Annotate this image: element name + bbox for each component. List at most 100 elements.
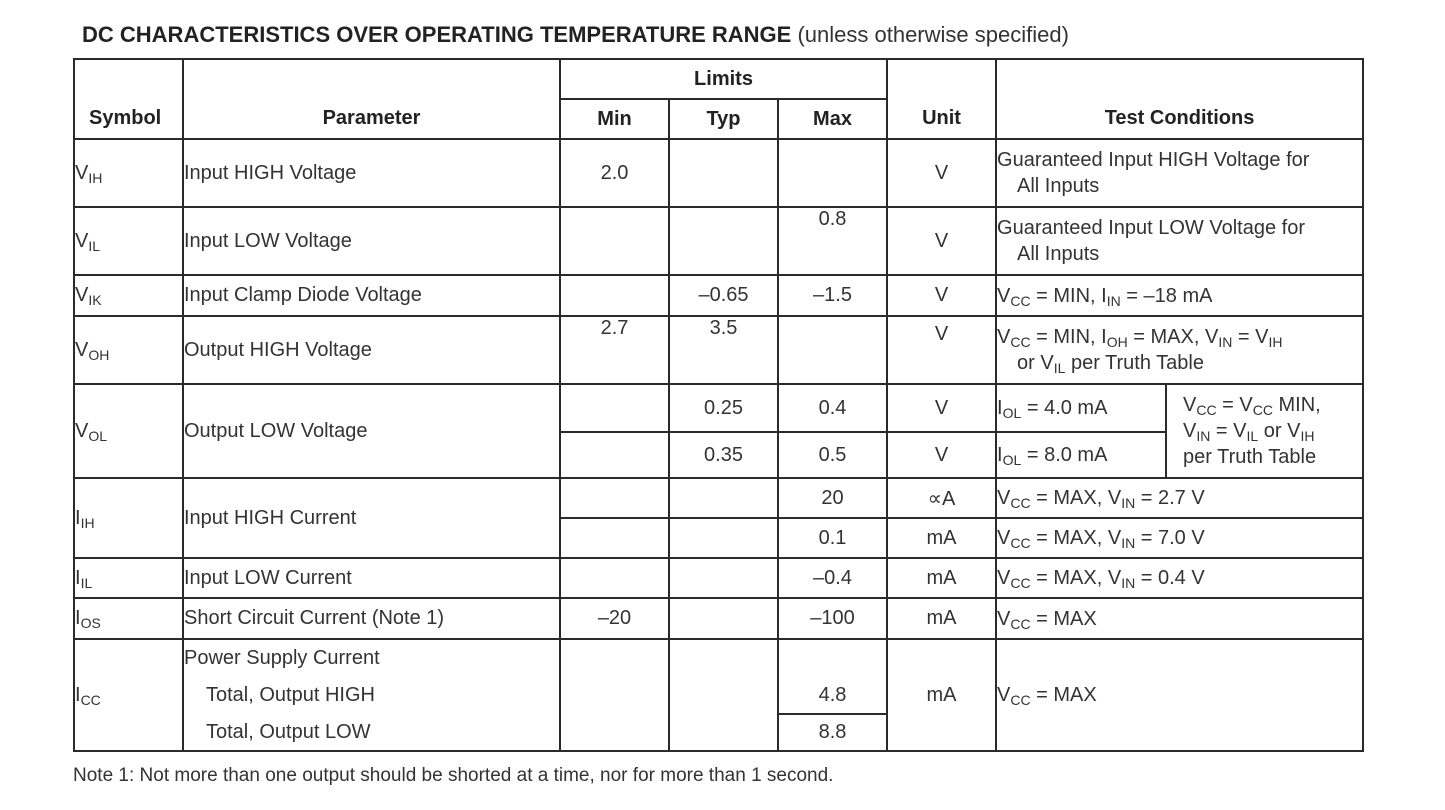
typ-cell bbox=[668, 557, 779, 599]
min-cell bbox=[559, 638, 670, 714]
min-cell bbox=[559, 477, 670, 519]
min-cell bbox=[559, 557, 670, 599]
symbol-cell: VOL bbox=[73, 383, 184, 479]
header-row-bottom: Min Typ Max bbox=[74, 98, 1363, 140]
title-sub: (unless otherwise specified) bbox=[797, 22, 1069, 47]
parameter-cell: Input HIGH Current bbox=[182, 477, 561, 559]
max-cell: –0.4 bbox=[776, 557, 889, 599]
typ-cell bbox=[668, 597, 779, 640]
symbol-cell: VIH bbox=[73, 138, 184, 208]
table-row: ICC Power Supply Current 4.8 mA VCC = MA… bbox=[73, 638, 1365, 752]
typ-cell: –0.65 bbox=[668, 274, 779, 317]
title-main: DC CHARACTERISTICS OVER OPERATING TEMPER… bbox=[82, 22, 792, 47]
min-cell bbox=[559, 431, 670, 479]
unit-cell: mA bbox=[886, 638, 998, 752]
header-row-top: Symbol Parameter Limits Unit Test Condit… bbox=[73, 58, 1365, 140]
unit-cell: V bbox=[886, 206, 998, 276]
unit-cell: mA bbox=[886, 557, 998, 599]
header-min: Min bbox=[559, 98, 670, 140]
min-cell: 2.0 bbox=[559, 138, 670, 208]
table-row: VIH Input HIGH Voltage 2.0 V Guaranteed … bbox=[73, 138, 1365, 208]
test-condition-cell: IOL = 4.0 mA bbox=[995, 383, 1168, 433]
header-test-conditions: Test Conditions bbox=[995, 58, 1365, 140]
parameter-subcell: Total, Output LOW bbox=[182, 714, 561, 752]
table-row: IIL Input LOW Current –0.4 mA VCC = MAX,… bbox=[73, 557, 1365, 599]
min-cell: 2.7 bbox=[559, 315, 670, 385]
min-cell bbox=[559, 206, 670, 276]
table-row: IIH Input HIGH Current 20 ∝A VCC = MAX, … bbox=[73, 477, 1365, 559]
header-unit: Unit bbox=[886, 58, 998, 140]
parameter-cell: Input LOW Voltage bbox=[182, 206, 561, 276]
parameter-subcell: Total, Output HIGH bbox=[182, 676, 561, 714]
typ-cell bbox=[668, 714, 779, 752]
unit-cell: V bbox=[886, 274, 998, 317]
typ-cell bbox=[668, 206, 779, 276]
parameter-cell: Power Supply Current bbox=[182, 638, 561, 676]
typ-cell: 0.25 bbox=[668, 383, 779, 433]
min-cell: –20 bbox=[559, 597, 670, 640]
header-limits: Limits bbox=[558, 58, 889, 100]
dc-characteristics-table: Symbol Parameter Limits Unit Test Condit… bbox=[73, 58, 1365, 752]
test-condition-cell: VCC = MAX, VIN = 0.4 V bbox=[995, 557, 1365, 599]
header-parameter: Parameter bbox=[182, 58, 561, 140]
parameter-cell: Output HIGH Voltage bbox=[182, 315, 561, 385]
typ-cell: 3.5 bbox=[668, 315, 779, 385]
min-cell bbox=[559, 517, 670, 559]
typ-cell: 0.35 bbox=[668, 431, 779, 479]
min-cell bbox=[559, 714, 670, 752]
test-condition-cell: VCC = MAX bbox=[995, 597, 1365, 640]
min-cell bbox=[559, 383, 670, 433]
unit-cell: V bbox=[886, 431, 998, 479]
header-max: Max bbox=[776, 98, 889, 140]
table-row: VIK Input Clamp Diode Voltage –0.65 –1.5… bbox=[73, 274, 1365, 317]
test-condition-cell: IOL = 8.0 mA bbox=[995, 431, 1168, 479]
table-row: 0.35 0.5 V IOL = 8.0 mA bbox=[74, 431, 1363, 479]
max-cell: –1.5 bbox=[776, 274, 889, 317]
max-cell: 0.5 bbox=[776, 431, 889, 479]
max-cell: 0.1 bbox=[776, 517, 889, 559]
table-row: VOH Output HIGH Voltage 2.7 3.5 V VCC = … bbox=[73, 315, 1365, 385]
max-cell: 0.8 bbox=[776, 206, 889, 276]
page-title: DC CHARACTERISTICS OVER OPERATING TEMPER… bbox=[82, 22, 1069, 48]
symbol-cell: IIH bbox=[73, 477, 184, 559]
footnote: Note 1: Not more than one output should … bbox=[73, 765, 834, 786]
table-row: IOS Short Circuit Current (Note 1) –20 –… bbox=[73, 597, 1365, 640]
header-symbol: Symbol bbox=[73, 58, 184, 140]
table-row: Total, Output LOW 8.8 bbox=[74, 713, 1363, 752]
symbol-cell: VIK bbox=[73, 274, 184, 317]
max-cell bbox=[776, 138, 889, 208]
parameter-cell: Input Clamp Diode Voltage bbox=[182, 274, 561, 317]
unit-cell: V bbox=[886, 138, 998, 208]
unit-cell: V bbox=[886, 315, 998, 385]
symbol-cell: ICC bbox=[73, 638, 184, 752]
unit-cell: mA bbox=[886, 597, 998, 640]
test-condition-cell: VCC = MAX bbox=[995, 638, 1365, 752]
test-condition-cell: VCC = MAX, VIN = 2.7 V bbox=[995, 477, 1365, 519]
test-condition-cell: Guaranteed Input HIGH Voltage for All In… bbox=[995, 138, 1365, 208]
parameter-cell: Short Circuit Current (Note 1) bbox=[182, 597, 561, 640]
max-cell: 4.8 bbox=[776, 638, 889, 715]
unit-cell: ∝A bbox=[886, 477, 998, 519]
table-row: VOL Output LOW Voltage 0.25 0.4 V IOL = … bbox=[73, 383, 1365, 479]
header-typ: Typ bbox=[668, 98, 779, 140]
symbol-cell: VIL bbox=[73, 206, 184, 276]
table-row: VIL Input LOW Voltage 0.8 V Guaranteed I… bbox=[73, 206, 1365, 276]
symbol-cell: IOS bbox=[73, 597, 184, 640]
table-row: Total, Output HIGH bbox=[74, 676, 1363, 714]
typ-cell bbox=[668, 477, 779, 519]
unit-cell: V bbox=[886, 383, 998, 433]
test-condition-cell: VCC = MAX, VIN = 7.0 V bbox=[995, 517, 1365, 559]
min-cell bbox=[559, 274, 670, 317]
test-condition-cell: VCC = MIN, IIN = –18 mA bbox=[995, 274, 1365, 317]
parameter-cell: Output LOW Voltage bbox=[182, 383, 561, 479]
typ-cell bbox=[668, 517, 779, 559]
typ-cell bbox=[668, 638, 779, 714]
test-condition-cell: VCC = MIN, IOH = MAX, VIN = VIH or VIL p… bbox=[995, 315, 1365, 385]
parameter-cell: Input LOW Current bbox=[182, 557, 561, 599]
test-condition-shared-cell: VCC = VCC MIN, VIN = VIL or VIH per Trut… bbox=[1165, 383, 1365, 479]
unit-cell: mA bbox=[886, 517, 998, 559]
symbol-cell: IIL bbox=[73, 557, 184, 599]
max-cell bbox=[776, 315, 889, 385]
test-condition-cell: Guaranteed Input LOW Voltage for All Inp… bbox=[995, 206, 1365, 276]
symbol-cell: VOH bbox=[73, 315, 184, 385]
